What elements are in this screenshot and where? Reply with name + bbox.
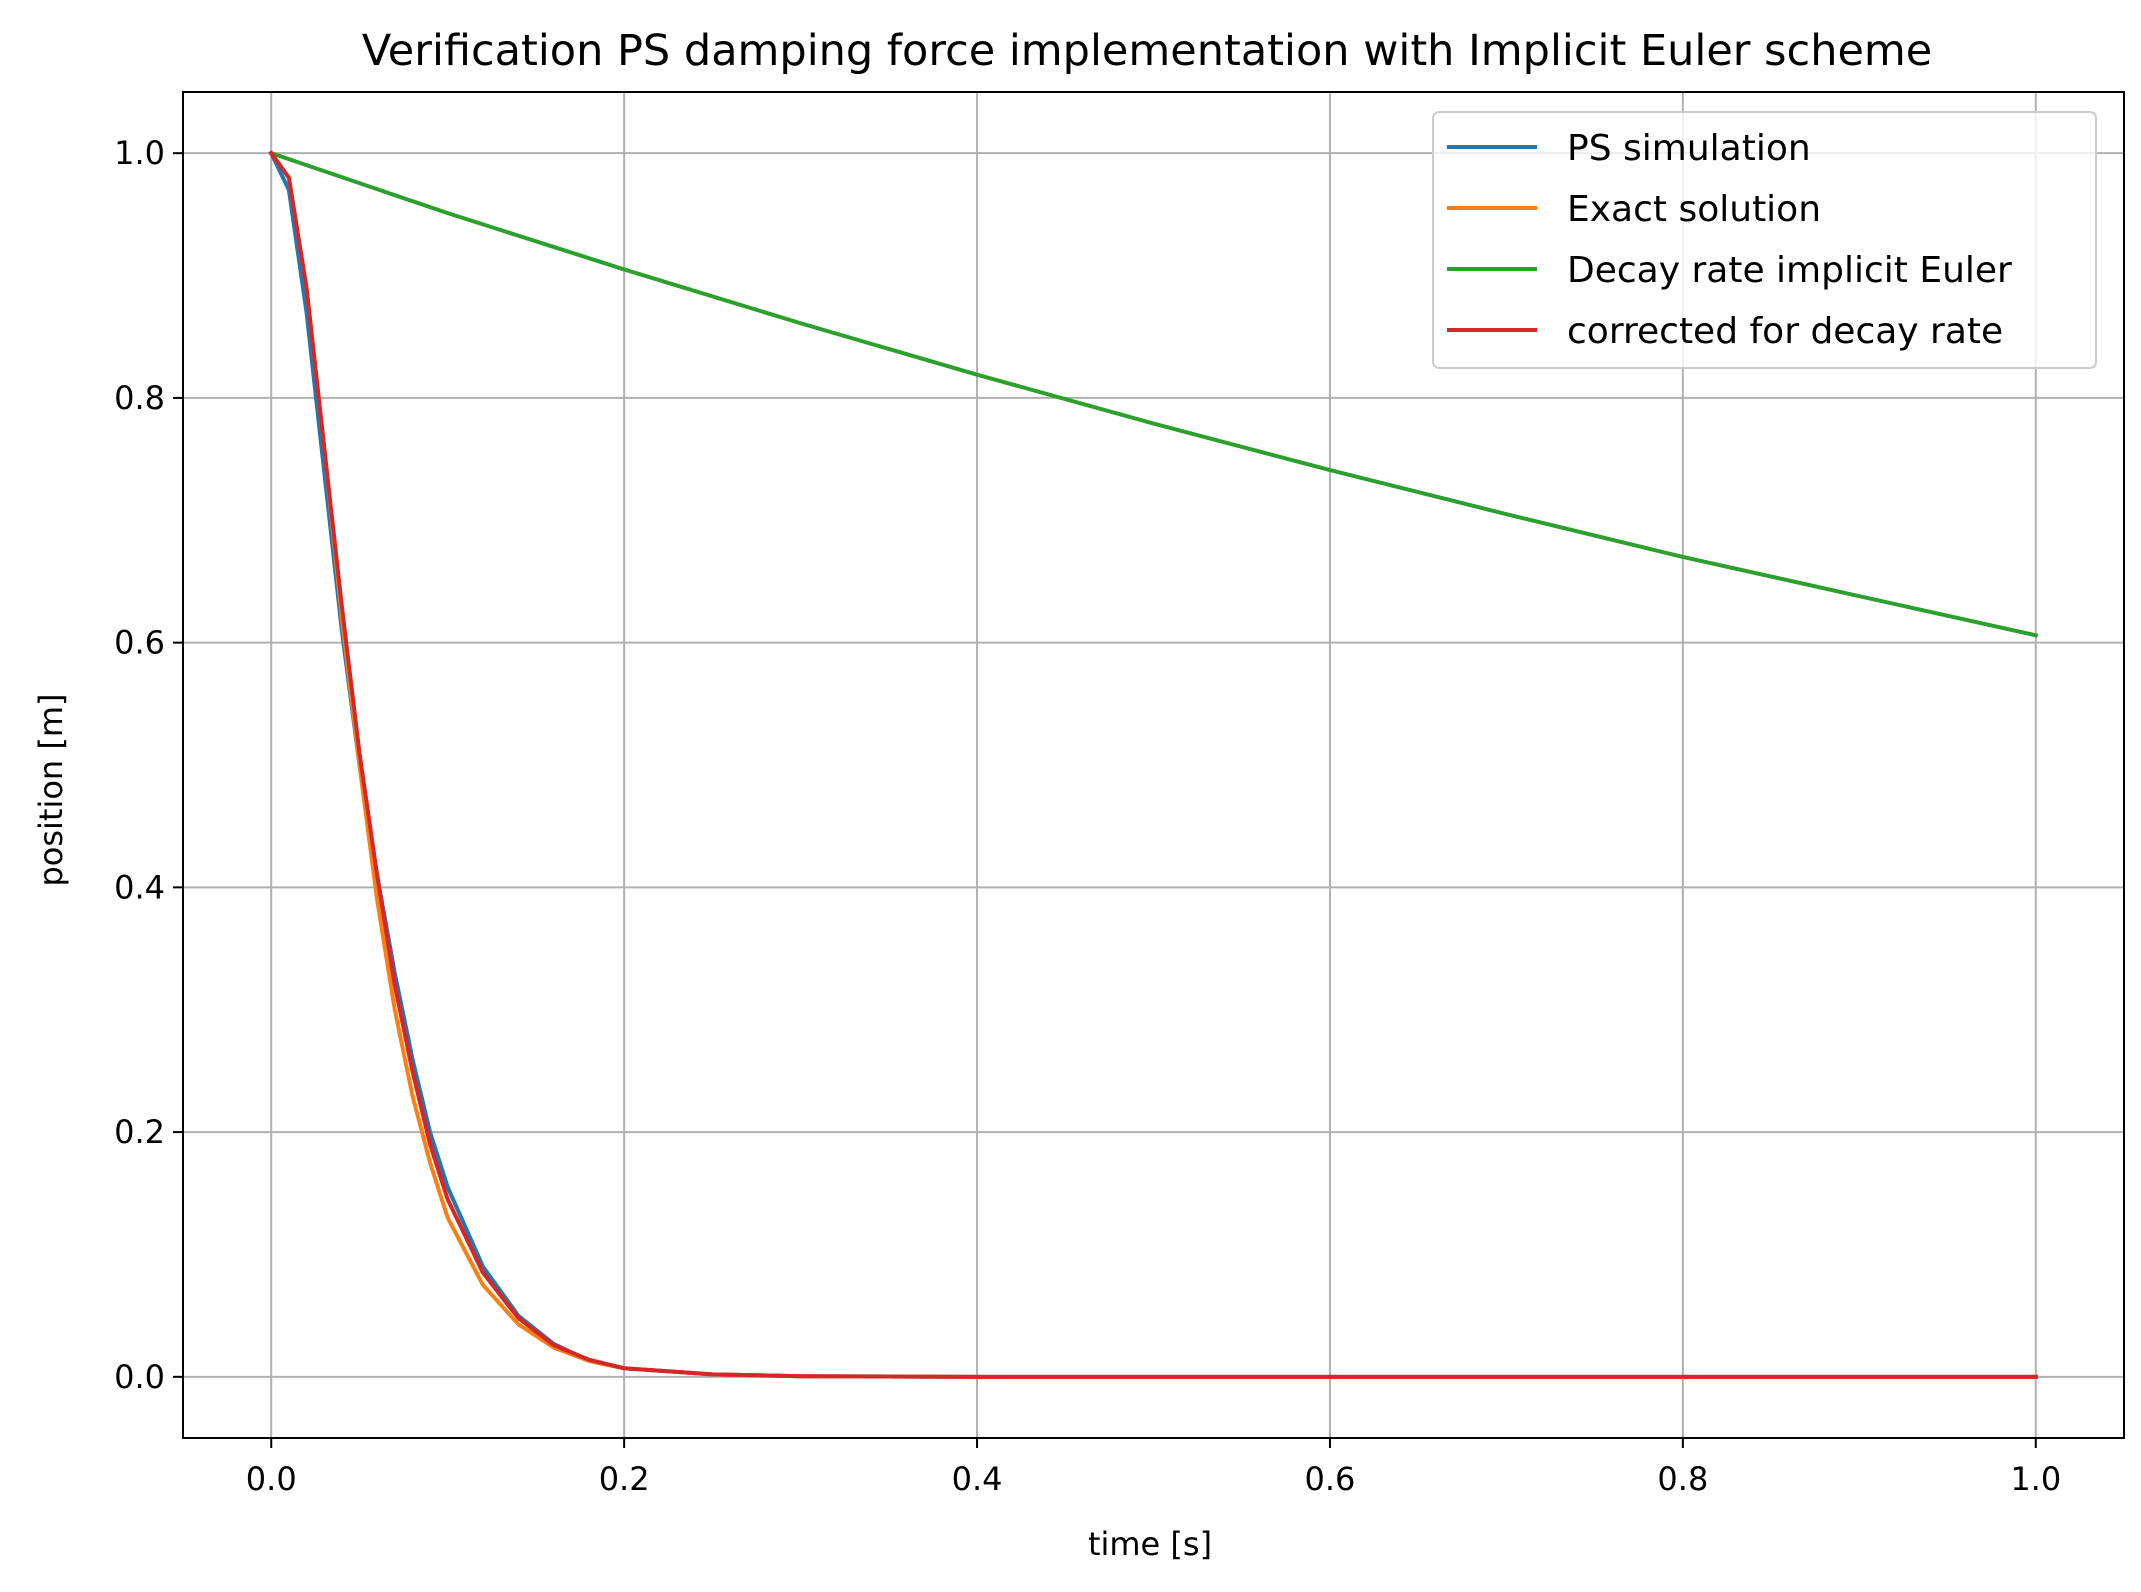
y-tick-label: 0.2: [114, 1113, 165, 1151]
x-tick-label: 0.6: [1305, 1460, 1356, 1498]
plot-frame: [182, 91, 2125, 1439]
x-tick-label: 1.0: [2010, 1460, 2061, 1498]
y-tick-label: 0.0: [114, 1358, 165, 1396]
y-tick-label: 0.8: [114, 379, 165, 417]
grid-lines: [183, 92, 2124, 1438]
legend-label-exact-solution: Exact solution: [1567, 189, 1821, 230]
x-tick-label: 0.8: [1657, 1460, 1708, 1498]
legend: PS simulation Exact solution Decay rate …: [1432, 111, 2097, 369]
y-tick-label: 0.4: [114, 868, 165, 906]
x-tick-label: 0.0: [246, 1460, 297, 1498]
x-tick-label: 0.4: [952, 1460, 1003, 1498]
legend-box: [1432, 111, 2097, 369]
y-tick-label: 1.0: [114, 134, 165, 172]
legend-label-ps-simulation: PS simulation: [1567, 128, 1811, 169]
legend-label-decay-rate-implicit-euler: Decay rate implicit Euler: [1567, 250, 2012, 291]
y-axis-label: position [m]: [32, 693, 70, 886]
series-line-corrected-for-decay-rate: [268, 150, 2038, 1379]
series-lines: [268, 150, 2039, 1379]
axis-ticks: 0.0 0.2 0.4 0.6 0.8 1.0 0.0 0.2 0.4 0.6 0.8 1.0: [114, 134, 2061, 1498]
x-axis-label: time [s]: [1088, 1525, 1212, 1563]
series-line-decay-rate-implicit-euler: [268, 150, 2039, 638]
x-tick-label: 0.2: [599, 1460, 650, 1498]
legend-label-corrected-for-decay-rate: corrected for decay rate: [1567, 311, 2003, 352]
chart-title: Verification PS damping force implementa…: [362, 26, 1933, 76]
y-tick-label: 0.6: [114, 624, 165, 662]
